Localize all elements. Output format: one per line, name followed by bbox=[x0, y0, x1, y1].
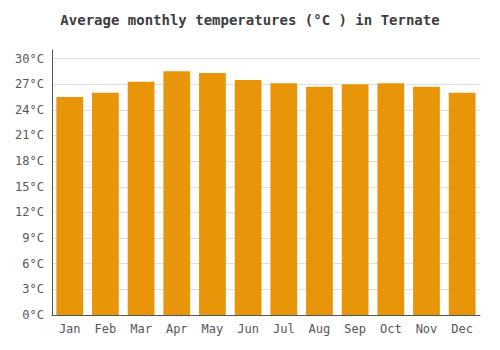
svg-text:Mar: Mar bbox=[130, 322, 152, 336]
svg-text:Dec: Dec bbox=[451, 322, 473, 336]
svg-text:24°C: 24°C bbox=[15, 103, 44, 117]
svg-text:Feb: Feb bbox=[95, 322, 117, 336]
svg-text:30°C: 30°C bbox=[15, 52, 44, 66]
svg-text:27°C: 27°C bbox=[15, 77, 44, 91]
svg-text:Jun: Jun bbox=[237, 322, 259, 336]
svg-text:12°C: 12°C bbox=[15, 205, 44, 219]
svg-text:May: May bbox=[202, 322, 224, 336]
svg-text:18°C: 18°C bbox=[15, 154, 44, 168]
svg-text:Nov: Nov bbox=[416, 322, 438, 336]
svg-text:21°C: 21°C bbox=[15, 128, 44, 142]
svg-text:Jul: Jul bbox=[273, 322, 295, 336]
svg-text:6°C: 6°C bbox=[22, 257, 44, 271]
svg-text:Jan: Jan bbox=[59, 322, 81, 336]
svg-text:Average monthly temperatures (: Average monthly temperatures (°C ) in Te… bbox=[60, 12, 439, 28]
svg-text:9°C: 9°C bbox=[22, 231, 44, 245]
svg-text:15°C: 15°C bbox=[15, 180, 44, 194]
svg-text:Aug: Aug bbox=[309, 322, 331, 336]
svg-text:0°C: 0°C bbox=[22, 308, 44, 322]
svg-text:Oct: Oct bbox=[380, 322, 402, 336]
svg-text:Sep: Sep bbox=[344, 322, 366, 336]
svg-text:Apr: Apr bbox=[166, 322, 188, 336]
svg-text:3°C: 3°C bbox=[22, 282, 44, 296]
